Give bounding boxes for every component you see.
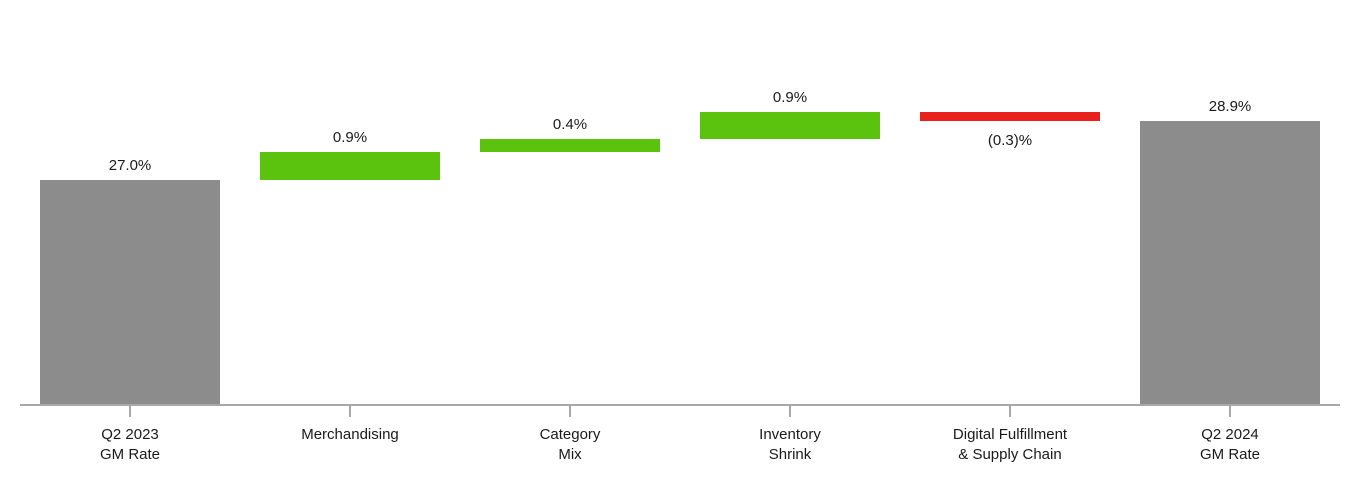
x-axis-label-q2-2023-gm-rate: Q2 2023 GM Rate xyxy=(100,425,160,465)
x-axis-line xyxy=(20,404,1340,406)
x-axis-label-line: Category xyxy=(539,426,601,443)
value-label-q2-2023-gm-rate: 27.0% xyxy=(108,156,152,174)
x-axis-label-line: GM Rate xyxy=(1199,446,1261,463)
x-axis-label-line: Mix xyxy=(558,446,582,463)
bar-q2-2024-gm-rate xyxy=(1140,120,1320,406)
value-label-merchandising: 0.9% xyxy=(332,128,368,146)
x-axis-label-inventory-shrink: Inventory Shrink xyxy=(759,425,821,465)
x-axis-label-q2-2024-gm-rate: Q2 2024 GM Rate xyxy=(1200,425,1260,465)
value-label-q2-2024-gm-rate: 28.9% xyxy=(1208,97,1252,115)
x-axis-label-line: Merchandising xyxy=(301,426,399,443)
axis-tick-digital-fulfillment-supply-chain xyxy=(1009,406,1011,417)
x-axis-label-merchandising: Merchandising xyxy=(301,425,399,445)
x-axis-label-category-mix: Category Mix xyxy=(540,425,601,465)
x-axis-label-line: GM Rate xyxy=(99,446,161,463)
x-axis-label-line: Inventory xyxy=(759,426,821,443)
bar-category-mix xyxy=(480,139,660,152)
x-axis-label-line: Digital Fulfillment xyxy=(952,426,1068,443)
value-label-category-mix: 0.4% xyxy=(552,116,588,134)
value-label-digital-fulfillment-supply-chain: (0.3)% xyxy=(987,131,1033,149)
x-axis-label-digital-fulfillment-supply-chain: Digital Fulfillment & Supply Chain xyxy=(953,425,1067,465)
x-axis-label-line: Shrink xyxy=(768,446,812,463)
axis-tick-q2-2024-gm-rate xyxy=(1229,406,1231,417)
x-axis-label-line: & Supply Chain xyxy=(958,446,1062,463)
axis-tick-inventory-shrink xyxy=(789,406,791,417)
axis-tick-q2-2023-gm-rate xyxy=(129,406,131,417)
value-label-inventory-shrink: 0.9% xyxy=(772,88,808,106)
axis-tick-merchandising xyxy=(349,406,351,417)
x-axis-label-line: Q2 2023 xyxy=(101,426,159,443)
bar-q2-2023-gm-rate xyxy=(40,179,220,406)
bar-inventory-shrink xyxy=(700,111,880,140)
bar-merchandising xyxy=(260,151,440,180)
axis-tick-category-mix xyxy=(569,406,571,417)
x-axis-label-line: Q2 2024 xyxy=(1201,426,1259,443)
bar-digital-fulfillment-supply-chain xyxy=(920,111,1100,121)
